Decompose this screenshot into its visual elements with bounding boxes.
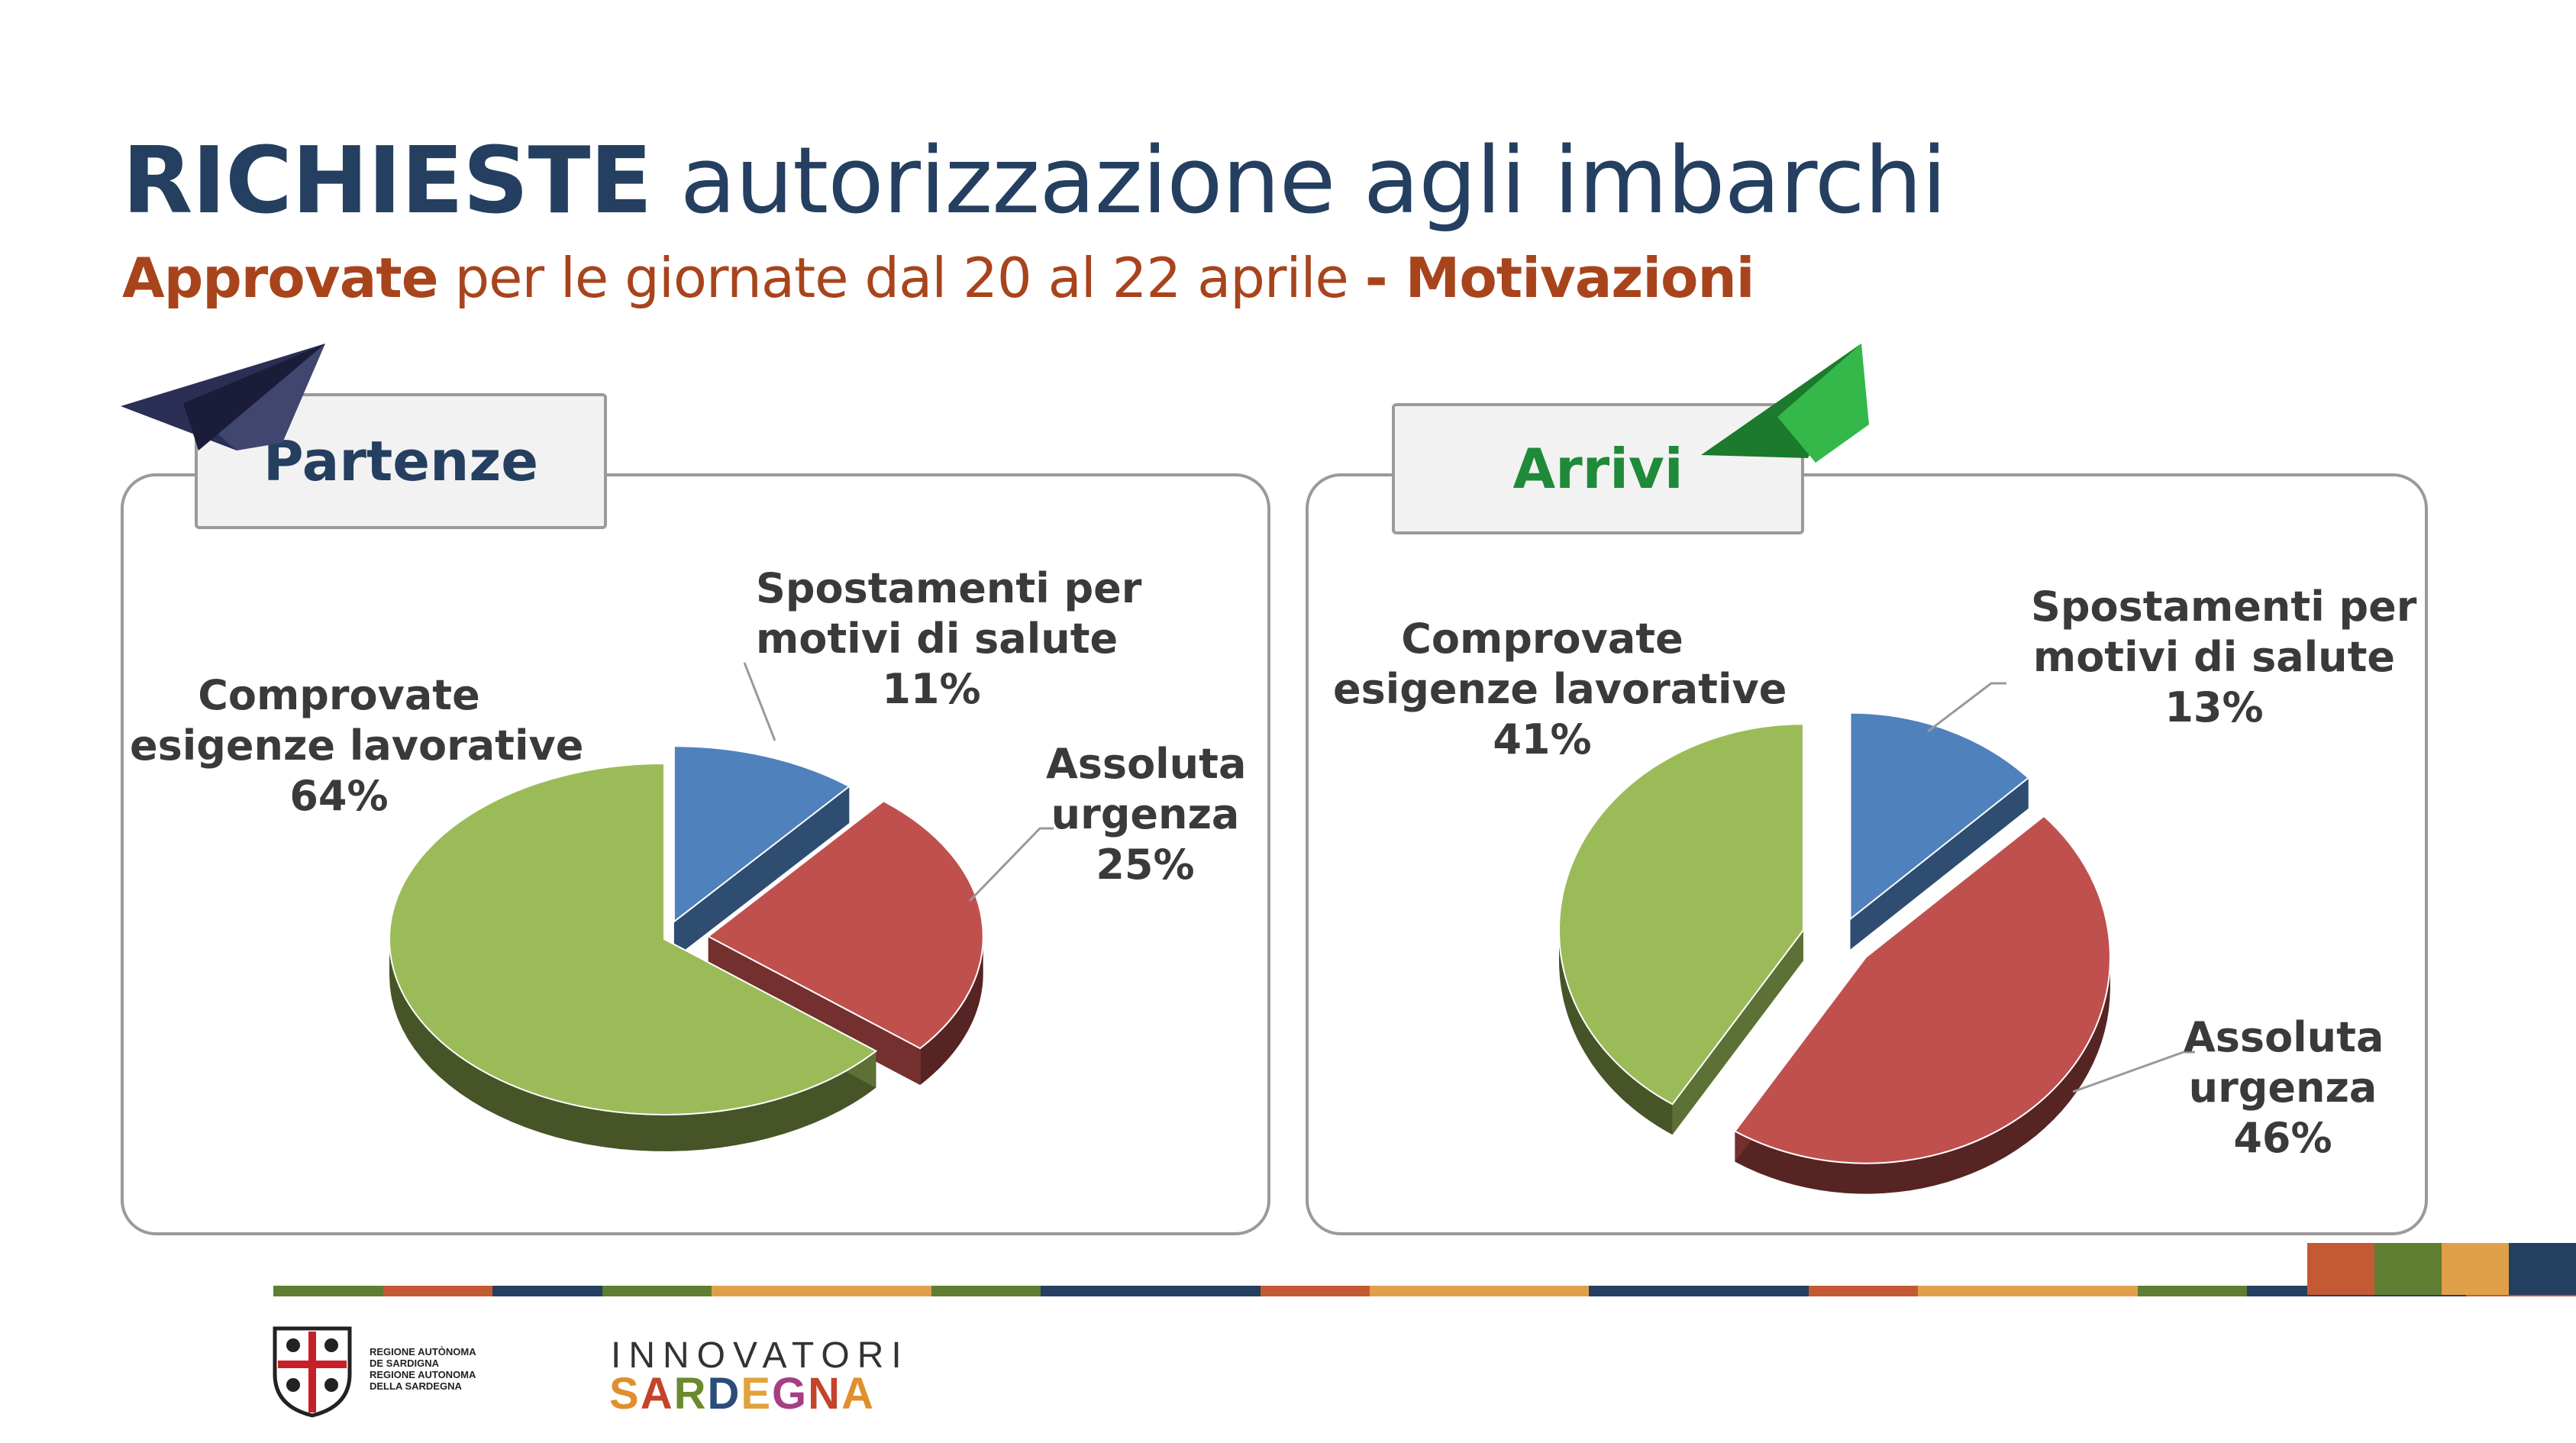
stripe-segment [1370,1286,1480,1296]
leader-partenze-salute [743,662,776,741]
leader-arrivi-urgenza [2072,1051,2195,1093]
stripe-segment [822,1286,932,1296]
tab-arrivi: Arrivi [1392,403,1804,534]
pie-chart-arrivi [1558,712,2111,1194]
square-green [2374,1243,2443,1295]
label-arrivi-urgenza: Assoluta urgenza 46% [2184,1013,2384,1162]
stripe-segment [492,1286,603,1296]
stripe-segment [1699,1286,1809,1296]
leader-arrivi-salute [1927,682,2006,733]
title-bold: RICHIESTE [122,128,652,234]
stripe-segment [712,1286,823,1296]
brand-sardegna: SARDEGNA [609,1369,875,1419]
stripe-segment [1041,1286,1151,1296]
paper-plane-navy-icon [121,344,325,450]
pie-slice-side [1735,957,2110,1194]
stripe-segment [1808,1286,1919,1296]
square-orange [2307,1243,2376,1295]
square-yellow [2442,1243,2510,1295]
stripe-segment [2137,1286,2248,1296]
brand-innovatori: INNOVATORI [611,1335,909,1376]
label-partenze-salute: Spostamenti per motivi di salute 11% [756,564,1142,713]
stripe-segment [1260,1286,1371,1296]
stripe-segment [2027,1286,2139,1296]
label-partenze-urgenza: Assoluta urgenza 25% [1046,740,1247,889]
pie-slice-side [1559,930,1673,1135]
page-subtitle: Approvate per le giornate dal 20 al 22 a… [122,246,1754,310]
title-rest: autorizzazione agli imbarchi [680,128,1948,234]
pie-slice-lavorative [1558,723,1804,1106]
stripe-segment [931,1286,1042,1296]
square-navy [2509,1243,2576,1295]
region-coat-of-arms-icon [273,1326,352,1418]
stripe-segment [273,1286,384,1296]
stripe-segment [1479,1286,1590,1296]
stripe-segment [383,1286,494,1296]
pie-slice-urgenza [706,800,984,1050]
page-title: RICHIESTE autorizzazione agli imbarchi [122,128,1948,234]
pie-slice-lavorative [389,762,878,1115]
subtitle-bold-approvate: Approvate [122,246,439,310]
label-partenze-lavorative: Comprovate esigenze lavorative 64% [130,671,584,820]
pie-slice-salute [1849,712,2030,921]
leader-partenze-urgenza [968,827,1054,902]
pie-slice-side [389,939,876,1151]
label-arrivi-lavorative: Comprovate esigenze lavorative 41% [1333,615,1787,763]
pie-slice-cut-wall [1672,930,1803,1135]
paper-plane-green-icon [1701,344,1869,463]
region-name-text: REGIONE AUTÒNOMA DE SARDIGNA REGIONE AUT… [370,1346,476,1392]
stripe-segment [1150,1286,1261,1296]
pie-slice-cut-wall [1850,777,2029,950]
pie-chart-partenze [389,745,984,1151]
stripe-segment [1918,1286,2029,1296]
tab-partenze: Partenze [195,393,607,529]
subtitle-dates: per le giornate dal 20 al 22 aprile [454,246,1348,310]
subtitle-bold-motivazioni: - Motivazioni [1364,246,1755,310]
pie-slice-side [920,936,983,1086]
pie-slice-urgenza [1733,815,2111,1164]
pie-slice-salute [673,745,851,924]
stripe-segment [1589,1286,1700,1296]
pie-slice-cut-wall [673,786,850,959]
label-arrivi-salute: Spostamenti per motivi di salute 13% [2031,583,2417,731]
stripe-segment [602,1286,713,1296]
